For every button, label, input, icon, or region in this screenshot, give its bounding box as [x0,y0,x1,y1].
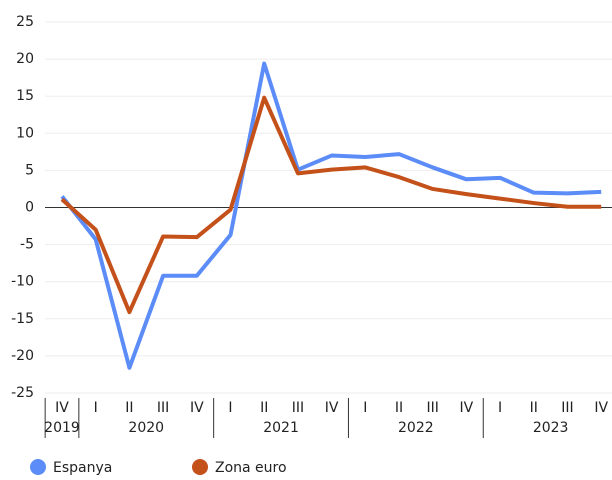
legend-label: Zona euro [215,460,287,476]
x-group-label: 2022 [398,420,434,436]
y-tick-label: 0 [25,200,34,216]
x-tick-label: II [125,400,133,416]
x-group-label: 2023 [533,420,569,436]
y-tick-label: 15 [16,88,34,104]
y-tick-label: -20 [11,348,34,364]
x-tick-label: I [228,400,232,416]
x-tick-label: IV [594,400,608,416]
x-tick-label: III [157,400,169,416]
x-tick-label: III [561,400,573,416]
series-line [60,95,602,315]
x-group-label: 2020 [128,420,164,436]
y-tick-label: -10 [11,274,34,290]
y-tick-label: 25 [16,14,34,30]
x-tick-label: I [94,400,98,416]
x-tick-label: IV [190,400,204,416]
x-group-label: 2021 [263,420,299,436]
x-tick-label: III [292,400,304,416]
x-tick-label: II [395,400,403,416]
y-tick-label: 20 [16,51,34,67]
x-tick-label: II [260,400,268,416]
x-tick-label: I [498,400,502,416]
y-tick-label: 10 [16,125,34,141]
x-tick-label: II [530,400,538,416]
x-tick-label: III [427,400,439,416]
y-tick-label: -15 [11,311,34,327]
y-tick-label: -25 [11,385,34,401]
y-tick-label: -5 [20,237,34,253]
legend-swatch [30,459,46,475]
x-tick-label: IV [55,400,69,416]
x-tick-label: IV [460,400,474,416]
legend-swatch [192,459,208,475]
series-line [60,61,602,370]
y-tick-label: 5 [25,162,34,178]
x-tick-label: I [363,400,367,416]
x-group-label: 2019 [44,420,80,436]
legend-label: Espanya [53,460,112,476]
x-tick-label: IV [325,400,339,416]
